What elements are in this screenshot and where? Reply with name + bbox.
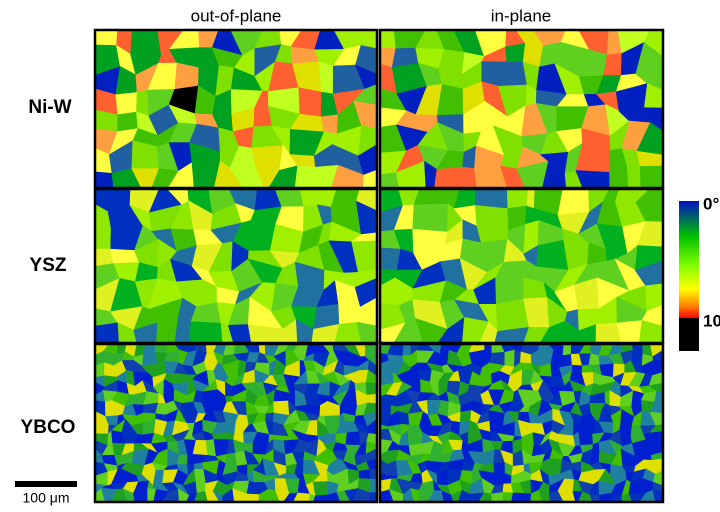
grain xyxy=(562,343,572,356)
grain xyxy=(495,298,530,332)
scale-bar xyxy=(15,481,77,487)
column-title: out-of-plane xyxy=(191,6,282,25)
orientation-maps xyxy=(93,28,665,504)
grain xyxy=(154,343,169,354)
row-label: YSZ xyxy=(30,255,67,276)
grain xyxy=(557,188,590,216)
column-title: in-plane xyxy=(491,6,552,25)
grain xyxy=(506,188,529,209)
grain xyxy=(298,87,322,118)
grain xyxy=(312,481,329,497)
grain xyxy=(616,320,643,344)
grain xyxy=(320,114,339,135)
grain xyxy=(130,29,162,56)
row-label: Ni-W xyxy=(28,97,71,118)
grain xyxy=(407,430,424,446)
grain xyxy=(526,188,536,210)
grain xyxy=(94,171,114,189)
grain xyxy=(358,469,372,480)
grain xyxy=(434,166,469,189)
grain xyxy=(588,353,601,366)
grain xyxy=(649,431,664,442)
grain xyxy=(639,165,664,189)
grain xyxy=(318,61,334,95)
grain xyxy=(493,462,506,474)
grain xyxy=(115,92,138,116)
grain xyxy=(294,165,316,189)
grain xyxy=(379,172,400,189)
grain xyxy=(265,412,275,423)
grain xyxy=(402,343,412,357)
colorbar xyxy=(679,201,699,318)
grain xyxy=(548,458,563,477)
grain xyxy=(174,62,200,90)
grain xyxy=(225,421,237,435)
grain xyxy=(94,422,110,435)
grain xyxy=(379,29,397,49)
grain xyxy=(599,492,614,503)
grain xyxy=(365,382,378,396)
grain xyxy=(94,362,105,378)
grain xyxy=(412,203,449,233)
row-label: YBCO xyxy=(21,417,76,438)
colorbar-black xyxy=(679,318,699,351)
grain xyxy=(188,321,224,344)
grain xyxy=(505,43,526,63)
grain xyxy=(136,89,150,117)
grain xyxy=(523,493,532,503)
grain xyxy=(504,349,516,368)
panel-border xyxy=(93,342,379,504)
scale-bar-label: 100 μm xyxy=(23,490,70,506)
grain xyxy=(177,454,189,465)
grain xyxy=(626,165,642,189)
grain xyxy=(482,449,496,466)
grain xyxy=(94,29,118,46)
grain xyxy=(536,239,569,271)
grain xyxy=(459,410,472,423)
colorbar-bottom-label: 10° xyxy=(703,311,720,330)
grain xyxy=(94,322,120,344)
grain xyxy=(345,431,362,446)
colorbar-top-label: 0° xyxy=(703,194,719,213)
panel-border xyxy=(378,342,665,504)
grain xyxy=(366,393,378,404)
grain xyxy=(490,492,504,503)
grain xyxy=(511,492,526,503)
